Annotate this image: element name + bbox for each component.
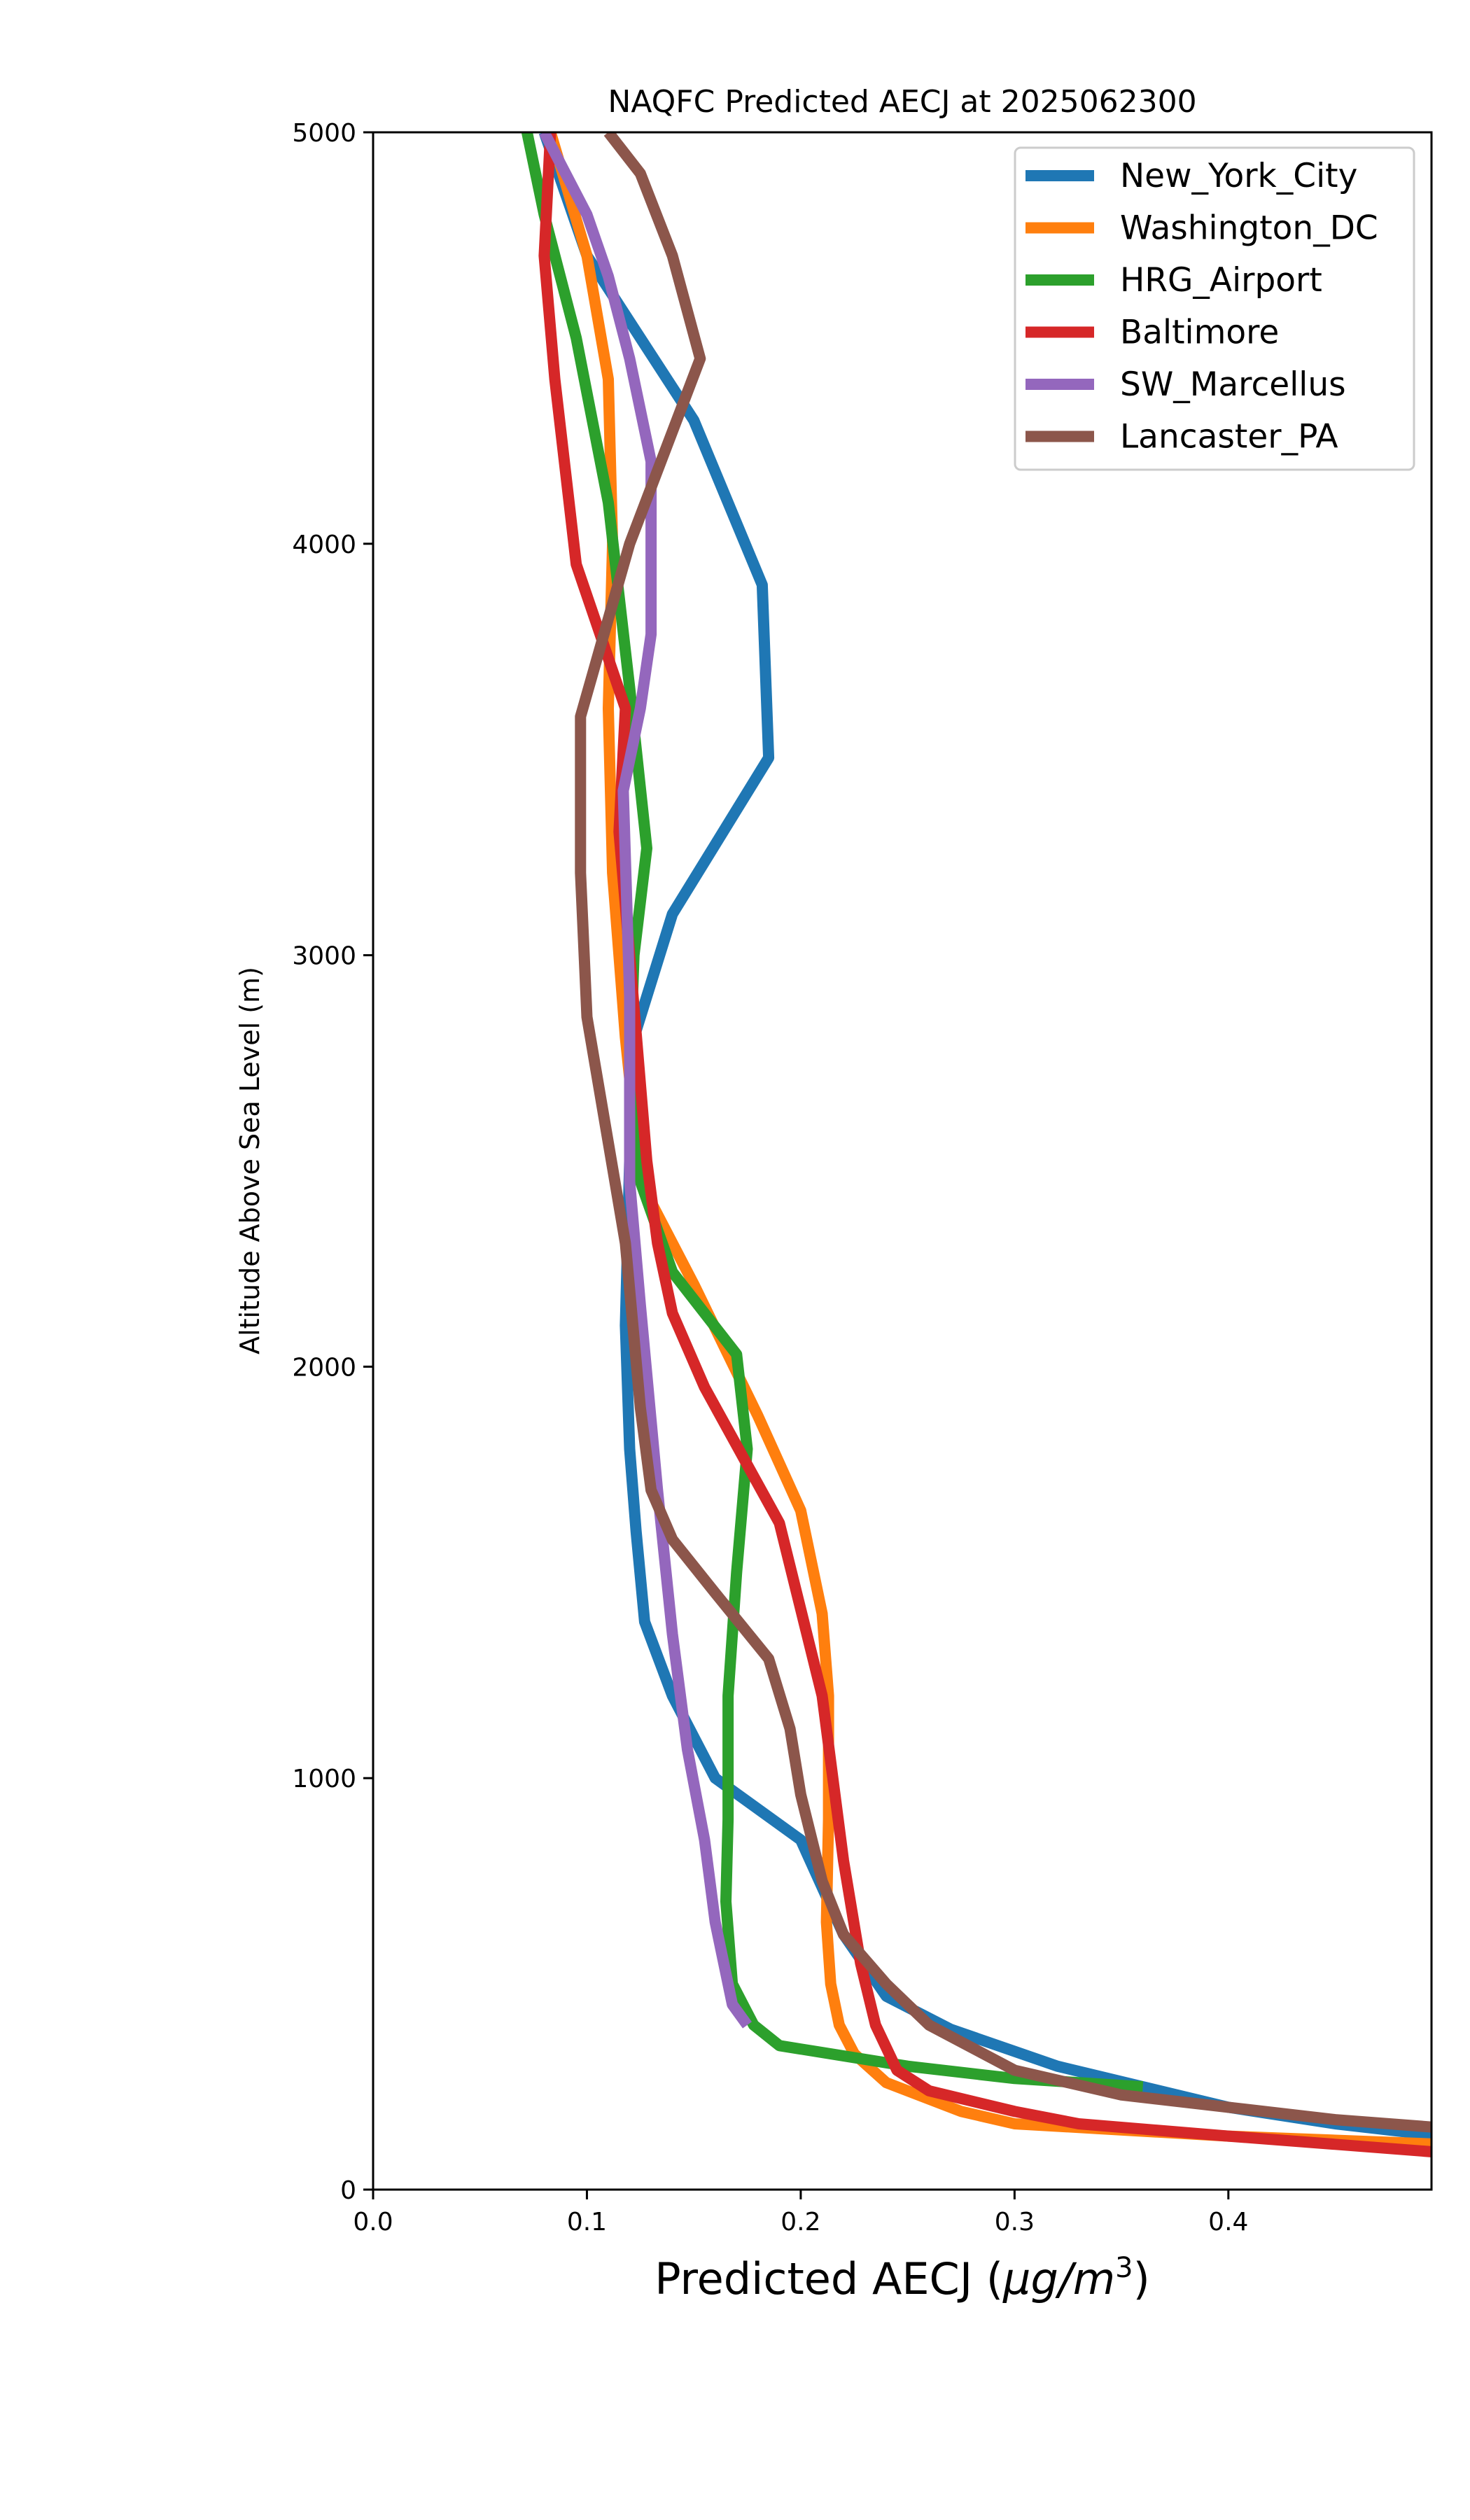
y-tick-label: 2000 — [292, 1353, 356, 1382]
x-tick-label: 0.0 — [353, 2208, 393, 2236]
legend-label: SW_Marcellus — [1120, 365, 1346, 404]
legend-box — [1014, 146, 1415, 471]
x-axis-label-end: ) — [1133, 2253, 1150, 2304]
x-tick-label: 0.4 — [1208, 2208, 1248, 2236]
series-line-lancaster-pa — [575, 132, 1432, 2133]
y-tick-label: 4000 — [292, 531, 356, 559]
series-line-new-york-city — [538, 132, 1432, 2141]
x-tick-label: 0.1 — [567, 2208, 607, 2236]
x-axis-label-sup: 3 — [1115, 2252, 1133, 2284]
x-axis: 0.0 0.1 0.2 0.3 0.4 — [353, 2190, 1248, 2236]
series-line-sw-marcellus — [539, 132, 752, 2029]
y-tick-label: 3000 — [292, 942, 356, 971]
series-group — [522, 132, 1432, 2157]
legend: New_York_City Washington_DC HRG_Airport Bal… — [1014, 146, 1415, 471]
plot-frame — [372, 131, 1433, 2191]
series-line-baltimore — [538, 132, 1432, 2157]
x-tick-label: 0.2 — [780, 2208, 820, 2236]
x-axis-label-unit: μg/m — [1002, 2253, 1115, 2304]
legend-label: Baltimore — [1120, 314, 1279, 352]
y-tick-label: 0 — [340, 2176, 356, 2205]
legend-label: New_York_City — [1120, 157, 1357, 195]
chart-title: NAQFC Predicted AECJ at 2025062300 — [608, 84, 1196, 120]
x-axis-label-text: Predicted AECJ ( — [654, 2253, 1003, 2304]
legend-label: HRG_Airport — [1120, 261, 1322, 300]
legend-label: Lancaster_PA — [1120, 418, 1338, 456]
x-axis-label: Predicted AECJ (μg/m3) — [654, 2252, 1150, 2304]
y-axis: 0 1000 2000 3000 4000 5000 — [292, 119, 373, 2205]
y-tick-label: 1000 — [292, 1765, 356, 1793]
x-tick-label: 0.3 — [995, 2208, 1035, 2236]
y-tick-label: 5000 — [292, 119, 356, 148]
y-axis-label: Altitude Above Sea Level (m) — [234, 967, 265, 1354]
legend-label: Washington_DC — [1120, 209, 1378, 248]
